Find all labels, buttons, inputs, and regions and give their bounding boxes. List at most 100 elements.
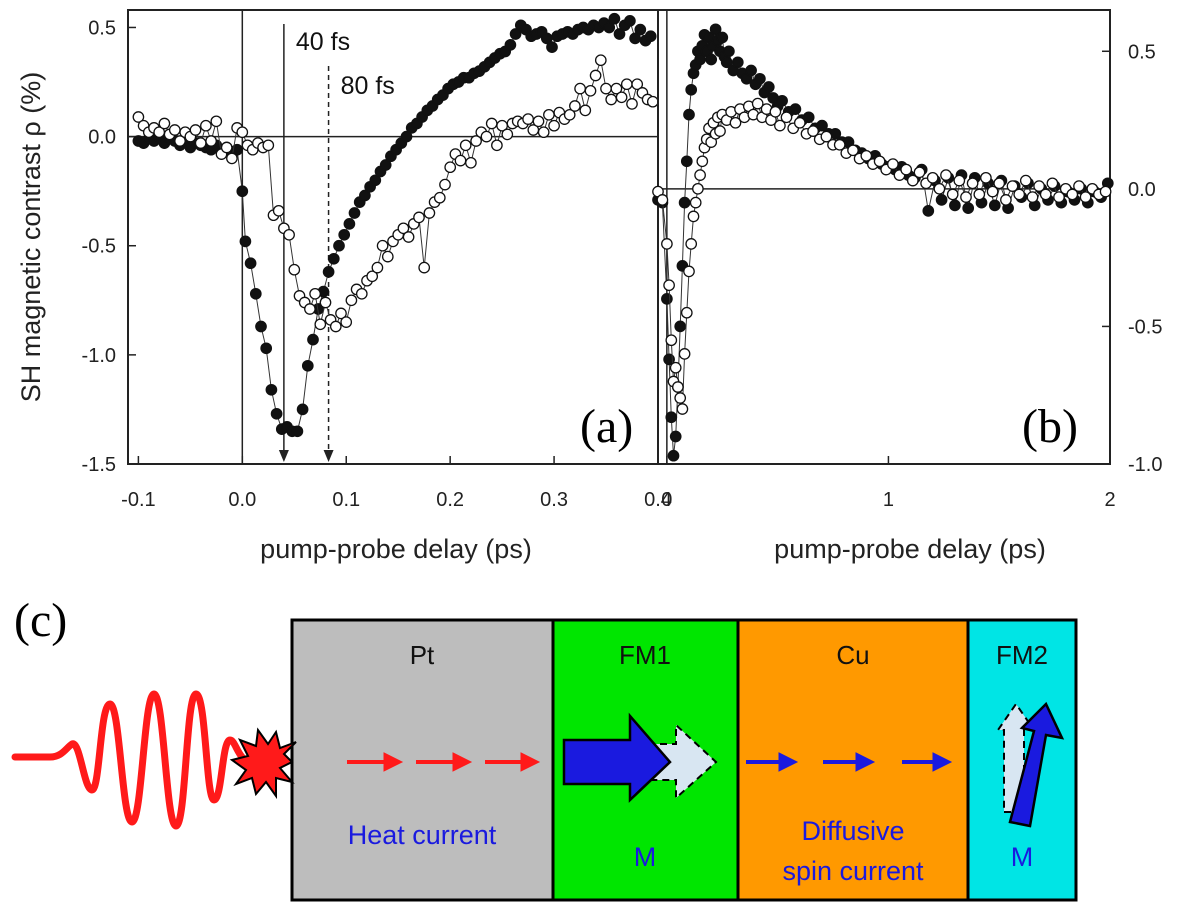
x-tick-label: 0.1 — [332, 489, 360, 511]
data-point-filled — [333, 239, 345, 252]
panel-a-label: (a) — [580, 400, 633, 453]
x-tick-label: 0.0 — [228, 489, 256, 511]
data-point-open — [1013, 188, 1026, 201]
y-tick-label: 0.0 — [1128, 179, 1156, 201]
data-point-open — [600, 82, 612, 95]
data-point-filled — [678, 196, 691, 209]
data-point-open — [194, 137, 207, 149]
data-point-open — [1039, 188, 1052, 201]
data-point-open — [283, 228, 295, 241]
y-tick-label: -0.5 — [82, 236, 116, 258]
data-point-open — [1006, 180, 1019, 192]
data-point-filled — [603, 21, 616, 34]
data-point-filled — [661, 293, 673, 305]
layer-pt-name: Pt — [410, 640, 435, 670]
data-point-filled — [705, 53, 718, 66]
data-point-filled — [644, 30, 657, 43]
data-point-open — [470, 135, 482, 147]
data-point-filled — [270, 407, 283, 420]
data-point-filled — [322, 266, 335, 278]
data-point-open — [689, 196, 702, 209]
data-point-open — [656, 194, 669, 206]
data-point-open — [966, 177, 979, 190]
y-tick-label: 0.0 — [88, 127, 116, 149]
data-point-open — [168, 124, 181, 136]
series-line-open — [137, 58, 653, 328]
data-point-open — [220, 141, 233, 154]
data-point-filled — [716, 31, 729, 44]
fm2-magnetization-caption: M — [1011, 842, 1034, 872]
data-point-filled — [504, 39, 517, 51]
panel-a-x-axis-label: pump-probe delay (ps) — [260, 534, 532, 564]
x-tick-label: 0.3 — [540, 489, 568, 511]
data-point-open — [579, 104, 592, 117]
data-point-open — [933, 182, 946, 195]
data-point-filled — [949, 199, 961, 212]
panel-b-x-axis-label: pump-probe delay (ps) — [774, 534, 1046, 564]
data-point-open — [663, 279, 675, 292]
data-point-open — [906, 174, 919, 187]
data-point-open — [1079, 191, 1092, 203]
data-point-open — [694, 169, 706, 181]
fm1-magnetization-arrow-icon — [562, 712, 672, 803]
data-point-filled — [249, 287, 262, 300]
data-point-open — [620, 78, 633, 91]
data-point-filled — [509, 28, 522, 40]
panel-c: (c) Pt FM1 Cu FM2 Heat current M Diffusi… — [11, 594, 1078, 902]
data-point-open — [1019, 174, 1032, 187]
data-point-open — [454, 154, 467, 167]
data-point-open — [1000, 194, 1012, 206]
fm2-magnetization-arrow-icon — [1008, 701, 1065, 828]
data-point-open — [574, 82, 586, 95]
data-point-filled — [296, 403, 309, 416]
layer-cu-name: Cu — [836, 640, 869, 670]
data-point-open — [860, 149, 873, 162]
data-point-open — [459, 139, 472, 152]
spin-current-caption-line2: spin current — [782, 856, 924, 886]
data-point-open — [569, 100, 581, 112]
annotation-arrowhead — [323, 450, 334, 462]
data-point-open — [309, 287, 321, 300]
data-point-open — [594, 54, 607, 67]
data-point-open — [887, 158, 899, 170]
data-point-open — [953, 174, 966, 187]
data-point-open — [548, 119, 560, 132]
spin-current-arrows — [746, 752, 953, 772]
data-point-open — [210, 115, 223, 128]
data-point-filled — [359, 189, 371, 202]
data-point-open — [680, 306, 693, 319]
panel-c-label: (c) — [14, 594, 67, 647]
panel-a: 0.5 0.0 -0.5 -1.0 -1.5 -0.1 0.0 0.1 0.2 0.3 0.4 4… — [82, 9, 672, 511]
x-tick-label: 0 — [661, 489, 672, 511]
data-point-filled — [301, 359, 314, 372]
data-point-open — [774, 119, 786, 132]
data-point-open — [522, 113, 534, 125]
data-point-open — [820, 130, 833, 143]
data-point-filled — [935, 194, 948, 206]
data-point-open — [1053, 191, 1065, 203]
data-point-open — [319, 296, 332, 309]
data-point-open — [646, 95, 659, 108]
y-tick-label: -1.5 — [82, 454, 116, 476]
panel-b-label: (b) — [1022, 400, 1078, 453]
x-tick-label: -0.1 — [121, 489, 155, 511]
data-point-filled — [720, 56, 733, 69]
panel-a-x-ticks: -0.1 0.0 0.1 0.2 0.3 0.4 — [121, 456, 672, 511]
data-point-open — [537, 126, 550, 139]
data-point-open — [439, 178, 451, 191]
series-line-filled — [657, 29, 1109, 456]
panel-b-y-ticks: 0.5 0.0 -0.5 -1.0 — [1102, 41, 1162, 476]
data-point-open — [1099, 185, 1112, 198]
data-point-open — [672, 381, 684, 393]
data-point-filled — [327, 252, 340, 265]
data-point-filled — [776, 94, 788, 107]
data-point-filled — [922, 205, 935, 217]
data-point-open — [340, 316, 353, 328]
data-point-open — [900, 163, 913, 176]
data-point-open — [329, 320, 342, 333]
data-point-filled — [723, 45, 735, 58]
data-point-open — [272, 204, 285, 217]
data-point-filled — [665, 411, 678, 424]
data-point-open — [669, 361, 682, 374]
data-point-filled — [694, 53, 706, 66]
